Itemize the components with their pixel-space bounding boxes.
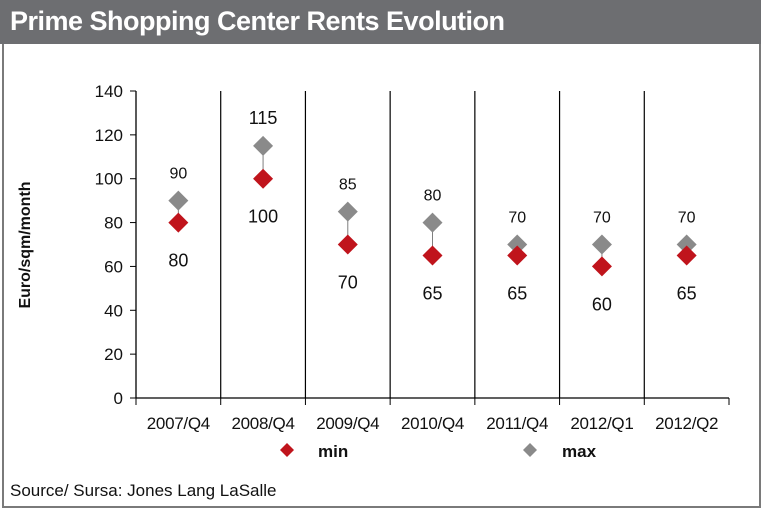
y-tick-label: 140 [95, 82, 123, 101]
min-point [253, 168, 274, 189]
x-tick-label: 2012/Q1 [570, 414, 633, 433]
max-data-label: 85 [339, 177, 357, 194]
y-tick-label: 20 [104, 345, 123, 364]
min-data-label: 65 [507, 283, 527, 303]
legend-max-label: max [562, 442, 597, 461]
x-tick-label: 2010/Q4 [401, 414, 464, 433]
y-axis-label: Euro/sqm/month [17, 181, 34, 308]
min-point [168, 212, 189, 233]
max-data-label: 90 [169, 166, 187, 183]
min-point [676, 245, 697, 266]
legend-min-marker [280, 443, 294, 457]
min-data-label: 80 [168, 251, 188, 271]
max-point [253, 135, 274, 156]
max-data-label: 70 [508, 210, 526, 227]
x-tick-label: 2011/Q4 [486, 414, 548, 433]
y-tick-label: 60 [104, 257, 123, 276]
min-point [422, 245, 443, 266]
legend-min-label: min [318, 442, 348, 461]
min-data-label: 65 [422, 283, 442, 303]
min-data-label: 60 [592, 294, 612, 314]
y-tick-label: 80 [104, 214, 123, 233]
max-point [676, 234, 697, 255]
x-tick-label: 2012/Q2 [655, 414, 718, 433]
y-tick-label: 40 [104, 301, 123, 320]
source-note: Source/ Sursa: Jones Lang LaSalle [10, 481, 277, 500]
max-data-label: 70 [593, 210, 611, 227]
y-tick-label: 120 [95, 126, 123, 145]
min-data-label: 70 [338, 273, 358, 293]
title-bar: Prime Shopping Center Rents Evolution [0, 0, 761, 44]
max-point [422, 212, 443, 233]
min-point [591, 256, 612, 277]
x-tick-label: 2009/Q4 [316, 414, 379, 433]
min-data-label: 65 [677, 283, 697, 303]
y-tick-label: 100 [95, 170, 123, 189]
x-tick-label: 2008/Q4 [232, 414, 295, 433]
min-data-label: 100 [248, 207, 278, 227]
min-point [337, 234, 358, 255]
min-point [507, 245, 528, 266]
max-data-label: 70 [678, 210, 696, 227]
chart-frame [2, 44, 761, 508]
max-point [591, 234, 612, 255]
max-point [337, 201, 358, 222]
max-point [507, 234, 528, 255]
legend-max-marker [523, 443, 537, 457]
x-tick-label: 2007/Q4 [147, 414, 210, 433]
max-point [168, 190, 189, 211]
chart-title: Prime Shopping Center Rents Evolution [10, 6, 505, 36]
y-tick-label: 0 [114, 389, 123, 408]
max-data-label: 80 [424, 188, 442, 205]
max-data-label: 115 [249, 108, 278, 128]
